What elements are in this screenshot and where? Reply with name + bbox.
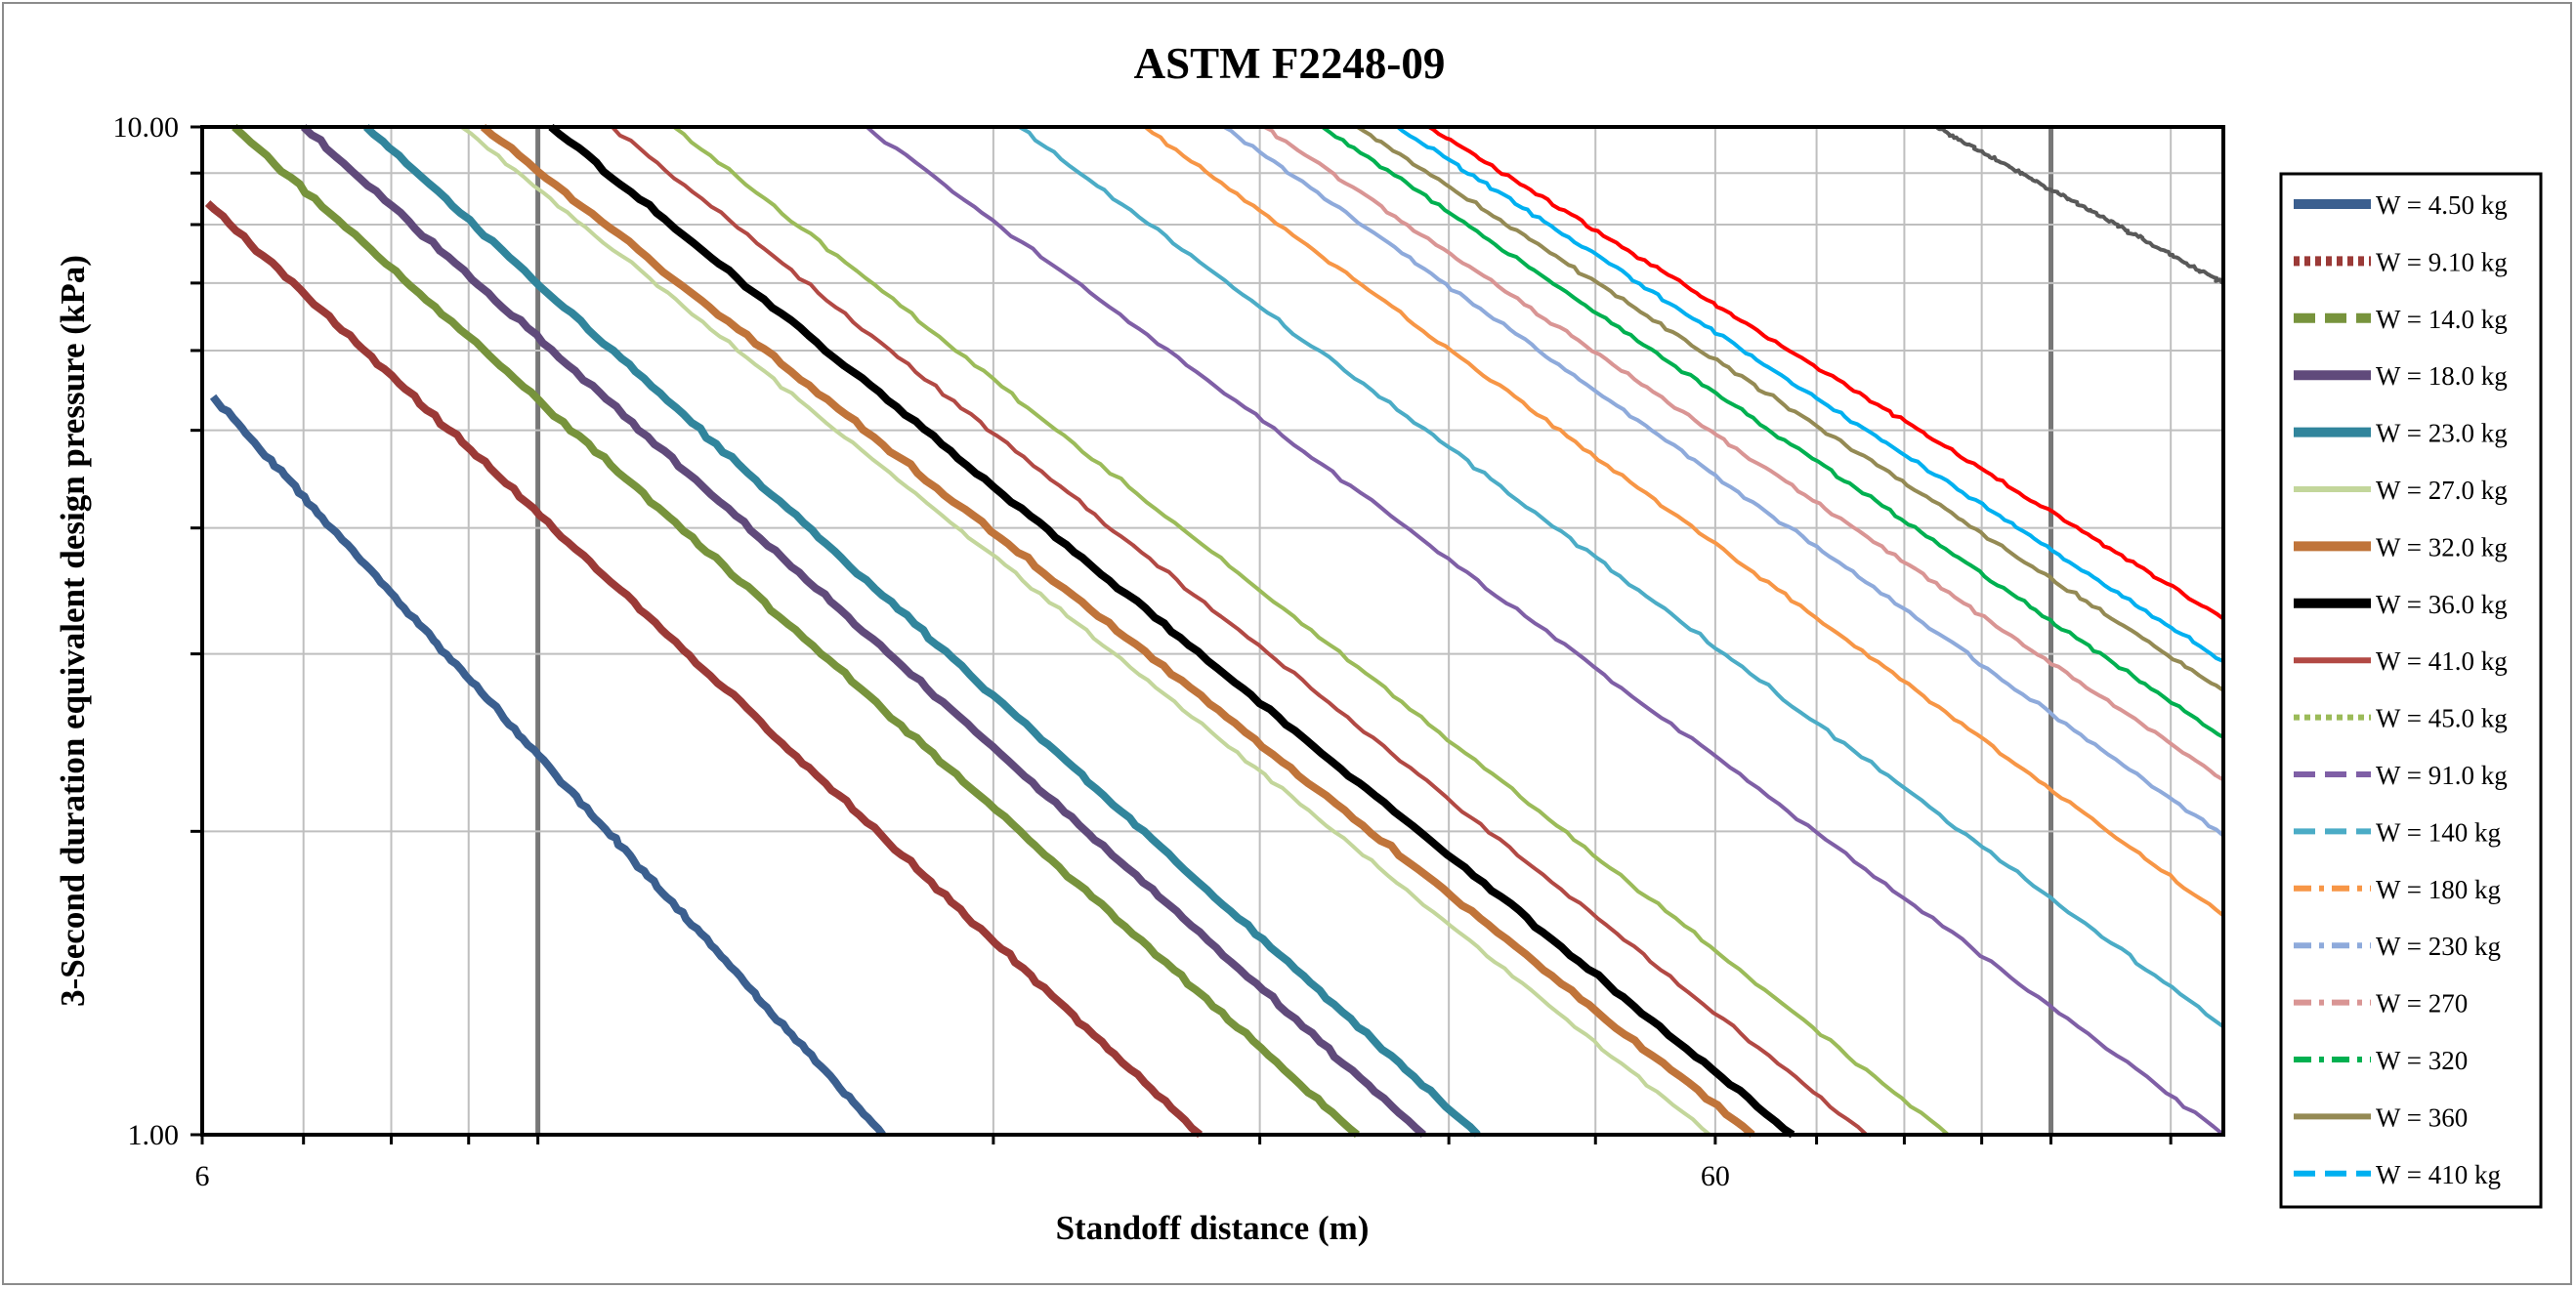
series-line-13 <box>1144 125 2225 918</box>
legend-label-7: W = 32.0 kg <box>2376 532 2508 561</box>
series-line-11 <box>866 125 2225 1137</box>
legend-box <box>2279 172 2543 1209</box>
series-line-4 <box>300 124 1427 1139</box>
legend-label-16: W = 320 <box>2376 1046 2468 1075</box>
series-line-5 <box>362 124 1481 1138</box>
legend-label-18: W = 410 kg <box>2376 1160 2501 1189</box>
legend-label-9: W = 41.0 kg <box>2376 646 2508 676</box>
series-line-8 <box>548 123 1795 1139</box>
series-line-2 <box>204 200 1204 1139</box>
series-line-18 <box>1396 125 2224 663</box>
series-line-16 <box>1321 125 2224 739</box>
legend-label-14: W = 230 kg <box>2376 932 2501 961</box>
x-tick-label: 6 <box>195 1160 210 1192</box>
legend-label-11: W = 91.0 kg <box>2376 761 2508 790</box>
legend-label-5: W = 23.0 kg <box>2376 419 2508 448</box>
legend-label-13: W = 180 kg <box>2376 875 2501 904</box>
legend-label-10: W = 45.0 kg <box>2376 704 2508 733</box>
legend-label-1: W = 4.50 kg <box>2376 190 2508 220</box>
legend-label-12: W = 140 kg <box>2376 817 2501 847</box>
series-line-3 <box>232 124 1361 1139</box>
grid-layer <box>202 127 2223 1135</box>
series-layer <box>204 123 2225 1139</box>
legend-label-4: W = 18.0 kg <box>2376 361 2508 391</box>
legend-label-6: W = 27.0 kg <box>2376 476 2508 505</box>
series-line-15 <box>1263 125 2224 782</box>
legend: W = 4.50 kg W = 9.10 kg W = 14.0 kg W = 18.… <box>2294 190 2508 1189</box>
y-axis-label: 3-Second duration equivalent design pres… <box>54 255 92 1007</box>
legend-label-2: W = 9.10 kg <box>2376 247 2508 276</box>
chart-svg: ASTM F2248-09 1.00 10.00 6 60 Standoff dist… <box>54 39 2543 1247</box>
series-line-17 <box>1356 125 2225 692</box>
series-line-10 <box>672 125 1950 1137</box>
x-axis-label: Standoff distance (m) <box>1056 1209 1370 1247</box>
series-line-6 <box>460 125 1711 1137</box>
legend-label-3: W = 14.0 kg <box>2376 305 2508 334</box>
legend-label-8: W = 36.0 kg <box>2376 590 2508 619</box>
series-line-7 <box>480 124 1755 1139</box>
series-line-12 <box>1018 125 2225 1029</box>
series-line-20 <box>1934 125 2224 285</box>
x-tick-label: 60 <box>1701 1160 1730 1192</box>
y-tick-label: 10.00 <box>113 111 180 144</box>
plot-area-border <box>200 125 2225 1137</box>
legend-label-15: W = 270 <box>2376 989 2468 1019</box>
chart-title: ASTM F2248-09 <box>1134 39 1446 88</box>
tick-layer: 1.00 10.00 6 60 <box>113 111 2173 1192</box>
series-line-9 <box>611 125 1868 1137</box>
y-tick-label: 1.00 <box>128 1119 180 1151</box>
series-line-14 <box>1222 125 2225 838</box>
legend-label-17: W = 360 <box>2376 1102 2468 1132</box>
series-line-1 <box>209 394 886 1138</box>
series-line-19 <box>1427 125 2225 621</box>
